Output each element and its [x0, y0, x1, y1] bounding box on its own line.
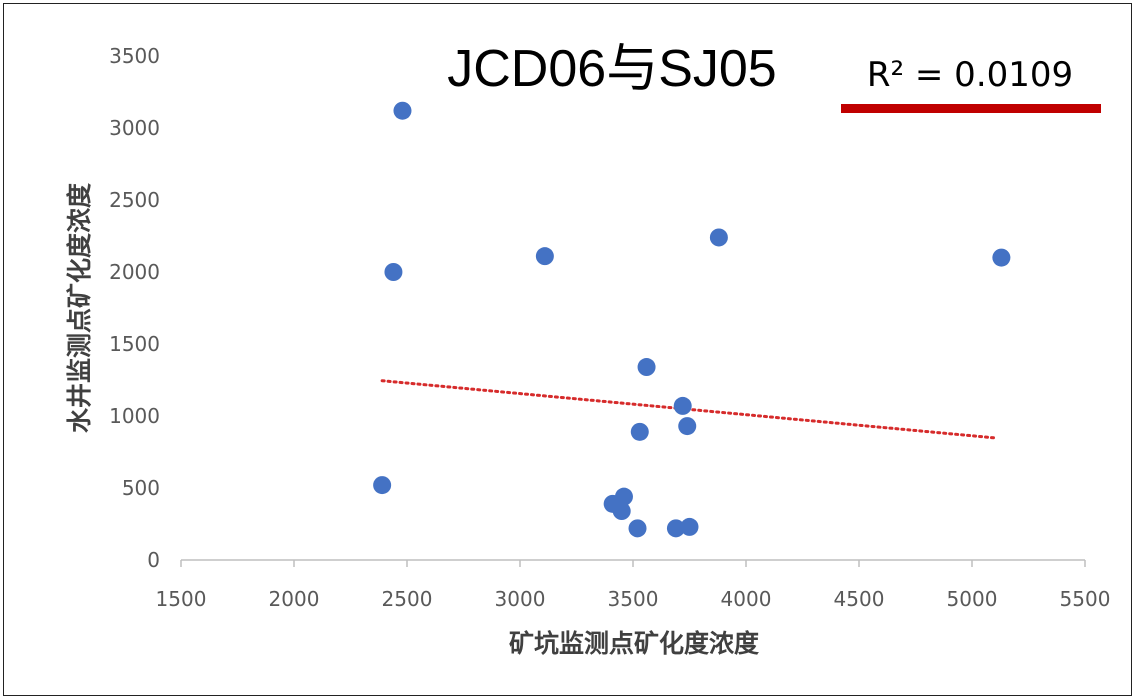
y-tick-label: 2500 — [109, 188, 160, 212]
data-points — [373, 101, 1011, 538]
r-squared-underline — [841, 104, 1101, 113]
data-point — [680, 517, 699, 536]
x-tick-label: 2500 — [382, 587, 433, 611]
x-tick-label: 4000 — [721, 587, 772, 611]
x-tick-label: 4500 — [834, 587, 885, 611]
y-tick-labels: 0 500 1000 1500 2000 2500 3000 3500 — [109, 44, 160, 572]
x-tick-label: 3500 — [608, 587, 659, 611]
y-tick-label: 3500 — [109, 44, 160, 68]
x-axis-title: 矿坑监测点矿化度浓度 — [509, 629, 759, 658]
x-tick-label: 2000 — [269, 587, 320, 611]
data-point — [373, 476, 392, 495]
y-tick-label: 2000 — [109, 260, 160, 284]
r-squared-label: R² = 0.0109 — [867, 55, 1073, 95]
data-point — [612, 502, 631, 521]
chart-title: JCD06与SJ05 — [447, 40, 776, 98]
data-point — [709, 228, 728, 247]
data-point — [673, 396, 692, 415]
y-axis-title: 水井监测点矿化度浓度 — [65, 183, 94, 433]
data-point — [666, 519, 685, 538]
x-tick-label: 5500 — [1060, 587, 1111, 611]
data-point — [630, 422, 649, 441]
y-tick-label: 1000 — [109, 404, 160, 428]
data-point — [393, 101, 412, 120]
chart-frame — [3, 3, 1132, 696]
x-tick-label: 1500 — [156, 587, 207, 611]
y-tick-label: 500 — [122, 476, 160, 500]
data-point — [384, 263, 403, 281]
x-tick-labels: 1500 2000 2500 3000 3500 4000 4500 5000 5500 — [156, 587, 1111, 611]
data-point — [628, 519, 647, 538]
x-tick-label: 5000 — [947, 587, 998, 611]
y-tick-label: 0 — [147, 548, 160, 572]
data-point — [678, 417, 697, 436]
x-tick-label: 3000 — [495, 587, 546, 611]
data-point — [992, 248, 1011, 267]
y-tick-label: 1500 — [109, 332, 160, 356]
data-point — [535, 247, 554, 266]
y-tick-label: 3000 — [109, 116, 160, 140]
data-point — [637, 358, 656, 377]
x-axis-ticks — [180, 560, 1086, 567]
